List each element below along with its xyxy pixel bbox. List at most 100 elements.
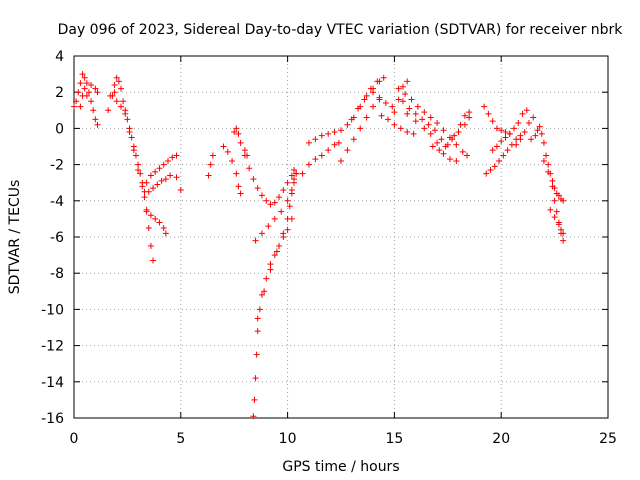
data-point xyxy=(75,89,82,96)
data-point xyxy=(169,154,176,161)
data-point xyxy=(429,143,436,150)
data-series-seg14 xyxy=(254,215,295,322)
data-point xyxy=(312,136,319,143)
data-point xyxy=(156,165,163,172)
data-point xyxy=(449,136,456,143)
data-point xyxy=(331,129,338,136)
data-point xyxy=(117,85,124,92)
data-point xyxy=(370,103,377,110)
data-point xyxy=(506,130,513,137)
data-point xyxy=(288,215,295,222)
data-series-seg22 xyxy=(404,110,460,164)
data-point xyxy=(436,147,443,154)
data-point xyxy=(237,139,244,146)
y-tick-label: -2 xyxy=(50,158,64,174)
data-point xyxy=(207,161,214,168)
data-point xyxy=(489,118,496,125)
data-series-seg16 xyxy=(305,74,387,146)
data-point xyxy=(440,150,447,157)
data-point xyxy=(404,129,411,136)
data-series-seg23 xyxy=(378,112,417,137)
data-point xyxy=(421,125,428,132)
data-point xyxy=(164,157,171,164)
data-point xyxy=(229,157,236,164)
data-point xyxy=(528,136,535,143)
data-series-seg19 xyxy=(370,78,411,116)
data-point xyxy=(117,103,124,110)
data-series-seg29 xyxy=(528,123,567,204)
data-point xyxy=(498,127,505,134)
data-series-seg7 xyxy=(173,174,184,193)
data-series-seg3 xyxy=(105,74,157,264)
data-point xyxy=(111,81,118,88)
data-point xyxy=(137,170,144,177)
x-tick-label: 20 xyxy=(492,431,510,447)
data-point xyxy=(461,112,468,119)
data-point xyxy=(504,147,511,154)
data-point xyxy=(357,125,364,132)
data-point xyxy=(124,116,131,123)
data-point xyxy=(254,185,261,192)
data-point xyxy=(220,143,227,150)
y-tick-label: -6 xyxy=(50,230,64,246)
data-series-seg17 xyxy=(338,96,383,164)
data-point xyxy=(113,98,120,105)
data-point xyxy=(382,100,389,107)
data-point xyxy=(83,92,90,99)
data-point xyxy=(258,192,265,199)
data-point xyxy=(233,125,240,132)
data-point xyxy=(237,190,244,197)
data-point xyxy=(280,234,287,240)
data-point xyxy=(160,224,167,231)
data-point xyxy=(147,172,154,179)
data-point xyxy=(355,105,362,112)
data-point xyxy=(132,152,139,159)
data-point xyxy=(408,96,415,103)
data-point xyxy=(126,129,133,136)
data-point xyxy=(115,78,122,85)
data-series-seg26 xyxy=(483,132,524,177)
data-point xyxy=(267,261,274,268)
data-point xyxy=(427,114,434,121)
data-point xyxy=(425,121,432,128)
data-point xyxy=(143,208,150,215)
data-point xyxy=(370,89,377,96)
data-point xyxy=(105,107,112,114)
data-point xyxy=(258,291,265,298)
data-point xyxy=(350,136,357,143)
data-point xyxy=(258,230,265,237)
data-series-seg15 xyxy=(299,139,342,177)
data-point xyxy=(549,183,556,190)
data-point xyxy=(305,161,312,168)
data-point xyxy=(254,328,261,335)
data-point xyxy=(177,186,184,193)
data-series-seg20 xyxy=(395,85,471,159)
data-point xyxy=(128,134,135,141)
data-point xyxy=(545,168,552,175)
data-point xyxy=(231,129,238,136)
data-point xyxy=(399,98,406,105)
data-point xyxy=(395,85,402,92)
data-point xyxy=(145,188,152,195)
data-point xyxy=(261,288,268,295)
chart-title: Day 096 of 2023, Sidereal Day-to-day VTE… xyxy=(58,22,624,38)
data-point xyxy=(88,98,95,105)
data-point xyxy=(152,215,159,222)
data-point xyxy=(209,152,216,159)
data-point xyxy=(162,176,169,183)
data-point xyxy=(391,121,398,128)
data-point xyxy=(77,103,84,110)
data-point xyxy=(560,237,567,244)
x-tick-label: 15 xyxy=(385,431,403,447)
data-point xyxy=(498,138,505,145)
data-point xyxy=(150,185,157,192)
data-point xyxy=(288,186,295,193)
data-point xyxy=(525,119,532,126)
data-point xyxy=(251,396,258,403)
data-point xyxy=(367,85,374,92)
data-point xyxy=(111,89,118,96)
y-tick-label: -10 xyxy=(41,302,64,318)
data-point xyxy=(113,74,120,81)
data-series-seg31 xyxy=(547,206,567,237)
data-series-seg11 xyxy=(241,152,300,208)
